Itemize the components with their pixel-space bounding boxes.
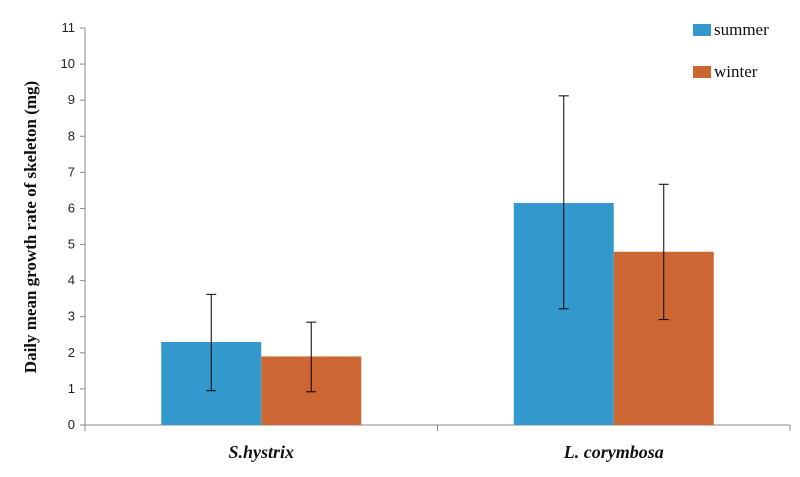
y-tick-label: 9 <box>68 92 75 107</box>
y-tick-label: 10 <box>61 56 75 71</box>
y-tick-label: 11 <box>62 20 76 35</box>
y-tick-label: 8 <box>68 128 75 143</box>
y-axis-title: Daily mean growth rate of skeleton (mg) <box>21 81 40 373</box>
y-tick-label: 0 <box>68 417 75 432</box>
bars <box>161 203 714 425</box>
legend-label: winter <box>714 62 758 81</box>
y-tick-label: 6 <box>68 200 75 215</box>
y-tick-label: 5 <box>68 237 75 252</box>
y-tick-label: 1 <box>68 381 75 396</box>
y-tick-label: 4 <box>68 273 75 288</box>
legend-label: summer <box>714 20 769 39</box>
y-axis: 0 1 2 3 4 5 6 7 8 9 10 11 <box>61 20 86 432</box>
y-tick-label: 7 <box>68 164 75 179</box>
x-category-label: S.hystrix <box>228 442 294 462</box>
error-bars <box>206 95 669 393</box>
legend-swatch <box>693 66 711 78</box>
y-tick-label: 3 <box>68 309 75 324</box>
x-axis: S.hystrix L. corymbosa <box>84 424 791 462</box>
y-tick-label: 2 <box>68 345 75 360</box>
x-category-label: L. corymbosa <box>563 442 664 462</box>
legend: summer winter <box>693 20 769 81</box>
legend-swatch <box>693 24 711 36</box>
